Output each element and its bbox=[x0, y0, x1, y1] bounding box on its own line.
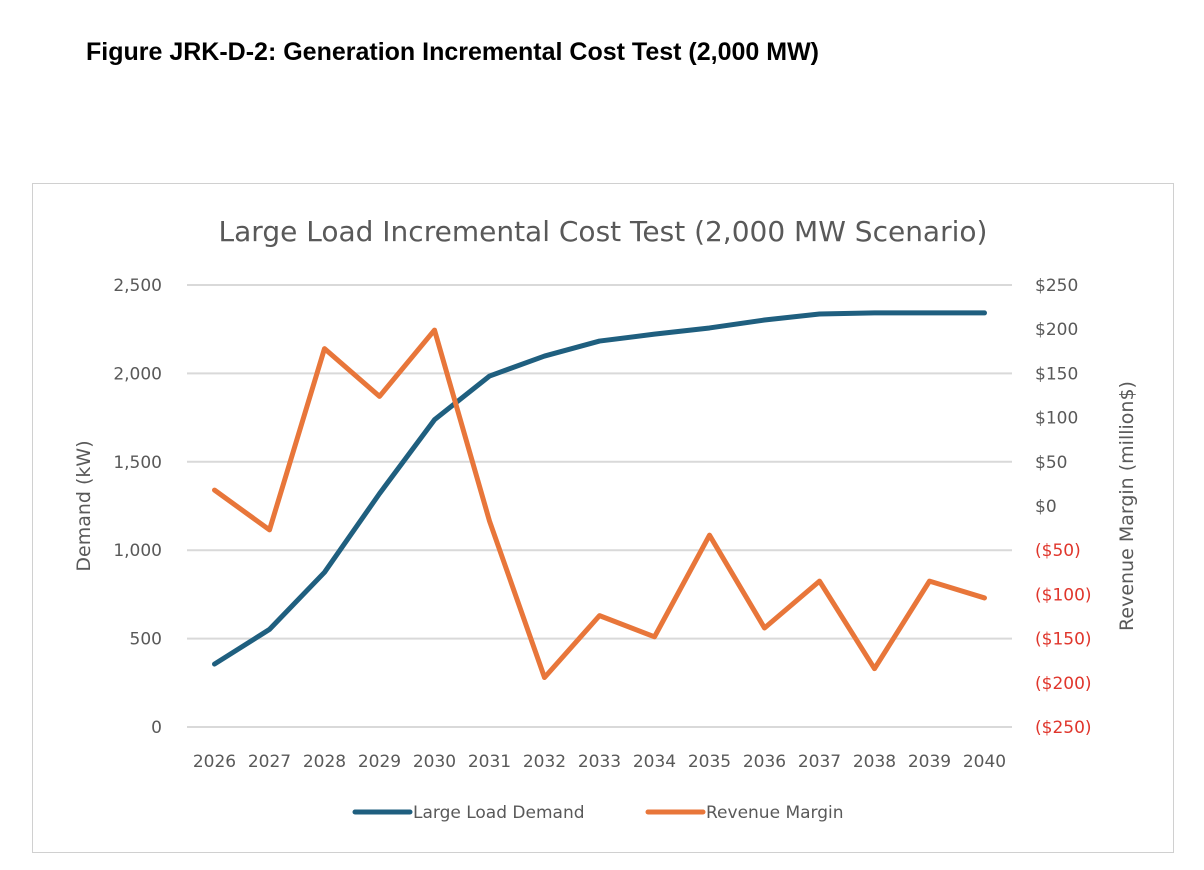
chart-frame bbox=[32, 183, 1174, 853]
x-tick-label: 2037 bbox=[798, 752, 841, 772]
legend-label: Large Load Demand bbox=[413, 803, 585, 823]
y-tick-label: 1,500 bbox=[113, 453, 162, 473]
y2-tick-label: $200 bbox=[1035, 320, 1078, 340]
x-tick-label: 2031 bbox=[468, 752, 511, 772]
y2-tick-label: ($200) bbox=[1035, 674, 1092, 694]
y-tick-label: 2,000 bbox=[113, 364, 162, 384]
x-tick-label: 2038 bbox=[853, 752, 896, 772]
series-line-2 bbox=[212, 327, 987, 680]
chart-title: Large Load Incremental Cost Test (2,000 … bbox=[219, 215, 988, 248]
y-axis-label: Demand (kW) bbox=[73, 440, 95, 571]
x-tick-label: 2040 bbox=[963, 752, 1006, 772]
y-tick-label: 0 bbox=[151, 718, 162, 738]
x-tick-label: 2039 bbox=[908, 752, 951, 772]
y-tick-label: 1,000 bbox=[113, 541, 162, 561]
y2-tick-label: $0 bbox=[1035, 497, 1057, 517]
x-tick-label: 2033 bbox=[578, 752, 621, 772]
legend-label: Revenue Margin bbox=[706, 803, 844, 823]
x-tick-label: 2027 bbox=[248, 752, 291, 772]
x-tick-label: 2030 bbox=[413, 752, 456, 772]
y2-tick-label: $150 bbox=[1035, 364, 1078, 384]
y2-tick-label: ($250) bbox=[1035, 718, 1092, 738]
y2-axis-label: Revenue Margin (million$) bbox=[1116, 381, 1138, 631]
y2-tick-label: ($150) bbox=[1035, 630, 1092, 650]
y2-tick-label: $250 bbox=[1035, 276, 1078, 296]
x-tick-label: 2029 bbox=[358, 752, 401, 772]
y-tick-label: 2,500 bbox=[113, 276, 162, 296]
series-line-1 bbox=[212, 310, 987, 667]
x-tick-label: 2032 bbox=[523, 752, 566, 772]
figure-title: Figure JRK-D-2: Generation Incremental C… bbox=[86, 38, 819, 66]
x-tick-label: 2028 bbox=[303, 752, 346, 772]
x-tick-label: 2036 bbox=[743, 752, 786, 772]
x-tick-label: 2035 bbox=[688, 752, 731, 772]
y2-tick-label: $100 bbox=[1035, 409, 1078, 429]
y2-tick-label: ($50) bbox=[1035, 541, 1081, 561]
y2-tick-label: $50 bbox=[1035, 453, 1067, 473]
x-tick-label: 2034 bbox=[633, 752, 676, 772]
y-tick-label: 500 bbox=[130, 630, 162, 650]
y2-tick-label: ($100) bbox=[1035, 585, 1092, 605]
x-tick-label: 2026 bbox=[193, 752, 236, 772]
